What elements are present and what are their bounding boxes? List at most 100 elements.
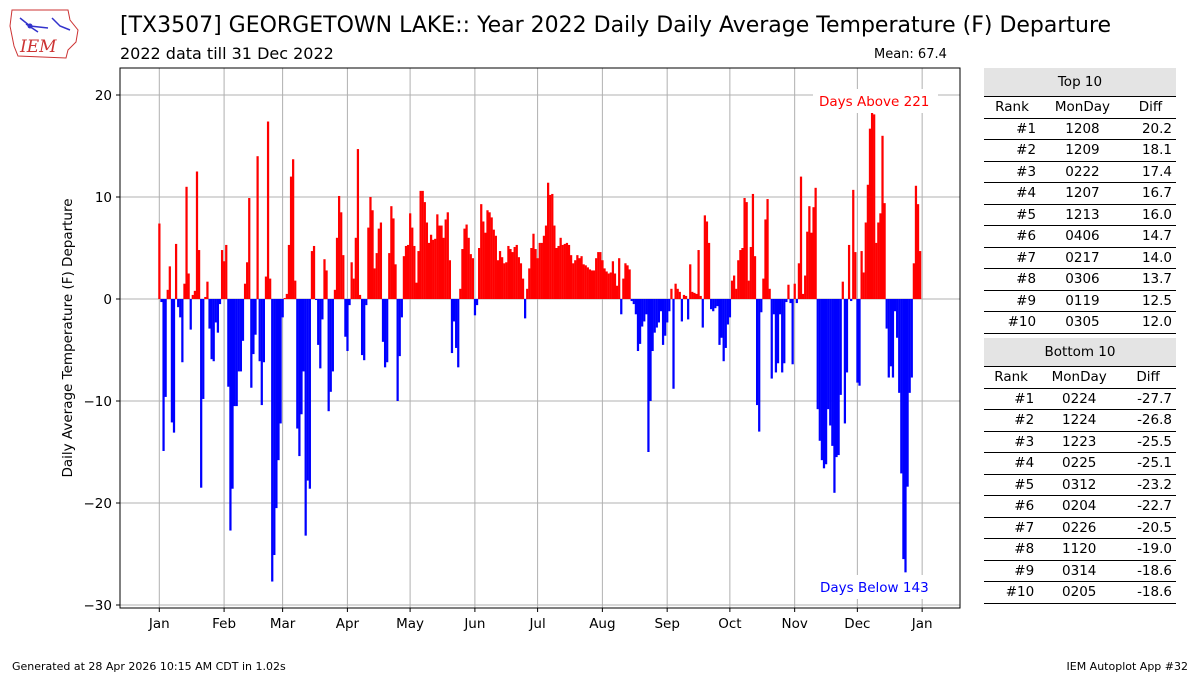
day-bar (557, 245, 560, 299)
day-bar (404, 245, 408, 299)
day-bar (854, 252, 857, 299)
day-bar (360, 299, 364, 356)
day-bar (881, 135, 884, 299)
day-bar (797, 263, 801, 299)
day-bar (396, 299, 399, 401)
day-bar (381, 299, 385, 342)
day-bar (653, 299, 656, 333)
day-bar (540, 242, 543, 299)
day-bar (755, 299, 759, 406)
day-bar (442, 237, 445, 299)
day-bar (494, 235, 497, 299)
diff-cell: 16.7 (1124, 182, 1176, 205)
rank-cell: #5 (984, 204, 1041, 226)
rank-cell: #10 (984, 581, 1039, 604)
day-bar (831, 299, 834, 446)
day-bar (852, 189, 855, 299)
day-bar (283, 297, 286, 299)
day-bar (546, 182, 550, 299)
day-bar (256, 156, 259, 299)
day-bar (839, 299, 842, 395)
day-bar (599, 252, 602, 299)
table-row: #3 1223 -25.5 (984, 431, 1176, 453)
day-bar (327, 299, 330, 412)
day-bar (910, 299, 913, 378)
day-bar (390, 206, 393, 299)
monday-cell: 0314 (1038, 560, 1121, 582)
rank-cell: #6 (984, 495, 1039, 518)
day-bar (628, 269, 631, 299)
day-bar (720, 299, 723, 338)
day-bar (185, 186, 188, 299)
day-bar (858, 299, 861, 386)
x-tick-label: Oct (718, 616, 741, 632)
day-bar (214, 299, 217, 323)
day-bar (496, 260, 500, 299)
day-bar (603, 268, 606, 299)
day-bar (701, 299, 704, 328)
day-bar (843, 299, 847, 424)
day-bar (296, 299, 299, 429)
day-bar (235, 299, 238, 407)
day-bar (743, 198, 746, 299)
day-bar (651, 299, 654, 352)
day-bar (473, 299, 477, 316)
day-bar (266, 121, 270, 300)
x-tick-label: Dec (844, 616, 870, 632)
col-monday: MonDay (1038, 366, 1121, 389)
day-bar (342, 255, 345, 299)
day-bar (223, 261, 226, 299)
day-bar (166, 289, 169, 299)
table-row: #7 0217 14.0 (984, 247, 1176, 269)
logo-text: IEM (19, 37, 57, 57)
diff-cell: -26.8 (1120, 409, 1176, 432)
day-bar (626, 265, 629, 299)
day-bar (896, 299, 899, 338)
bottom10-caption: Bottom 10 (984, 338, 1176, 367)
day-bar (649, 299, 652, 401)
day-bar (741, 248, 744, 299)
y-tick-label: −10 (84, 394, 113, 410)
iem-logo[interactable]: IEM (8, 6, 80, 60)
day-bar (768, 288, 771, 299)
day-bar (312, 245, 316, 299)
day-bar (281, 299, 284, 318)
chart-subtitle: 2022 data till 31 Dec 2022 (120, 44, 334, 63)
day-bar (555, 248, 558, 299)
day-bar (559, 237, 562, 299)
day-bar (241, 299, 245, 341)
table-row: #2 1224 -26.8 (984, 409, 1176, 432)
day-bar (229, 299, 232, 531)
day-bar (423, 202, 426, 299)
day-bar (745, 202, 748, 299)
day-bar (317, 299, 320, 345)
day-bar (887, 299, 890, 378)
day-bar (457, 299, 460, 368)
day-bar (218, 299, 222, 305)
day-bar (595, 258, 598, 299)
day-bar (835, 299, 838, 458)
monday-cell: 0205 (1038, 581, 1121, 604)
day-bar (584, 265, 587, 299)
day-bar (666, 299, 669, 323)
day-bar (371, 210, 374, 299)
diff-cell: -22.7 (1120, 495, 1176, 518)
day-bar (298, 299, 301, 457)
day-bar (340, 212, 343, 299)
x-tick-label: Jun (463, 616, 485, 632)
day-bar (475, 299, 479, 306)
day-bar (818, 299, 821, 441)
table-row: #4 0225 -25.1 (984, 452, 1176, 475)
day-bar (847, 244, 851, 299)
day-bar (356, 149, 360, 299)
day-bar (900, 299, 903, 474)
y-tick-label: 20 (95, 88, 112, 104)
day-bar (323, 259, 326, 299)
day-bar (827, 299, 830, 410)
day-bar (868, 128, 872, 299)
diff-cell: -27.7 (1120, 388, 1176, 410)
day-bar (542, 235, 546, 299)
days-above-label: Days Above 221 (819, 94, 929, 110)
day-bar (406, 244, 410, 299)
rank-cell: #3 (984, 161, 1041, 183)
